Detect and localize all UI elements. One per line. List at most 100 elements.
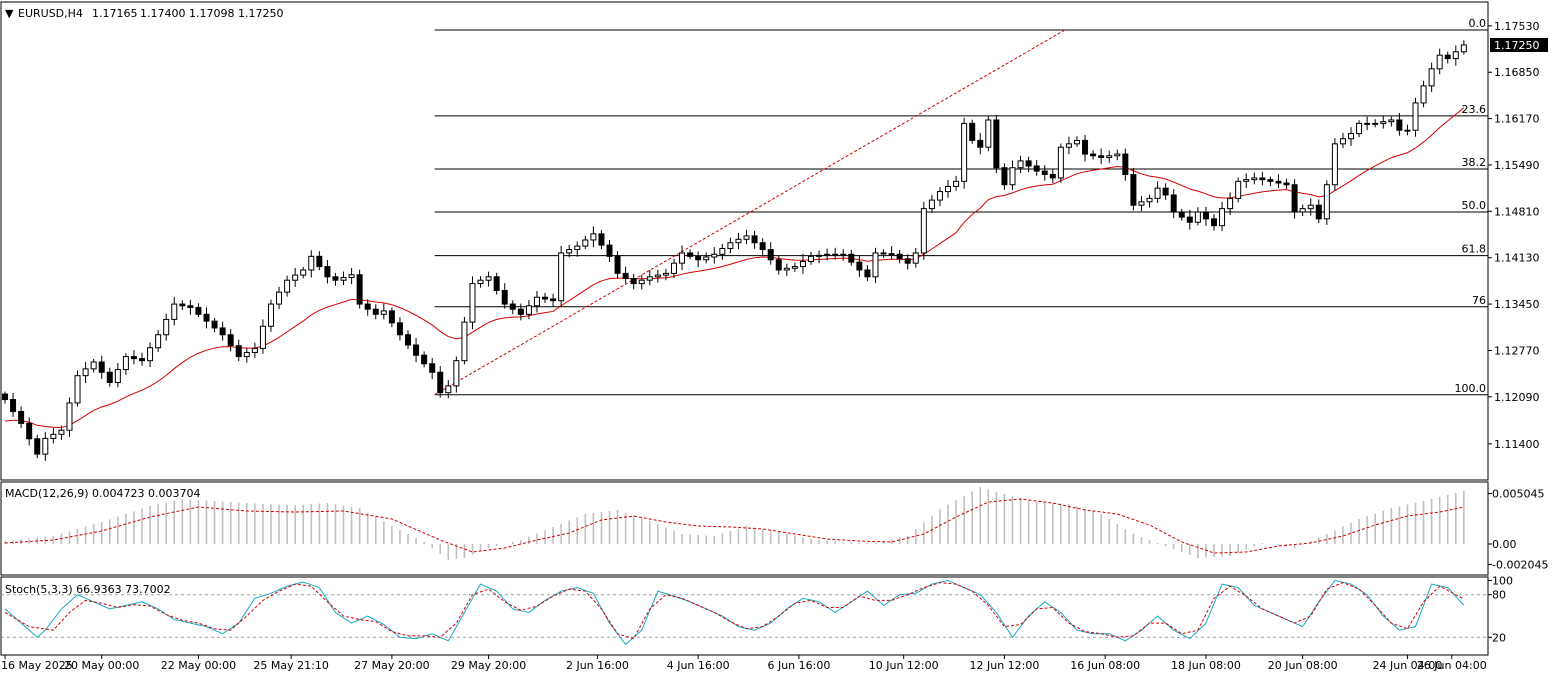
candle-body	[179, 303, 186, 307]
candle	[727, 237, 734, 254]
candle	[235, 339, 242, 362]
candle	[695, 251, 702, 268]
candle-body	[977, 139, 984, 148]
candle	[1186, 209, 1193, 230]
candle	[1307, 198, 1314, 216]
candle-body	[961, 122, 968, 182]
candle	[1202, 206, 1209, 226]
candle-body	[1404, 129, 1411, 132]
candle	[1275, 174, 1282, 189]
candle	[1146, 194, 1153, 208]
candle-body	[1219, 208, 1226, 227]
price-tick-label: 1.14810	[1494, 205, 1540, 218]
candle	[1025, 156, 1032, 173]
candle-body	[235, 345, 242, 358]
candle-body	[1364, 122, 1371, 125]
time-tick-label: 24 Jun 04:00	[1372, 659, 1442, 672]
candle-body	[1452, 51, 1459, 60]
candle	[2, 391, 8, 404]
stoch-tick-label: 100	[1492, 575, 1513, 588]
candle-body	[332, 276, 339, 281]
candle	[308, 250, 315, 278]
candle-body	[1114, 153, 1121, 157]
candle	[122, 353, 129, 375]
candle-body	[203, 313, 210, 322]
candle-body	[1138, 201, 1145, 206]
candle-body	[1049, 174, 1056, 179]
candle-body	[300, 269, 307, 276]
fib-level-label: 100.0	[1455, 382, 1487, 395]
fibonacci-retracement[interactable]: 0.0 23.6 38.2 50.0 61.8 76 100.0	[434, 17, 1488, 396]
candle	[90, 358, 97, 373]
current-price-tag: 1.17250	[1490, 37, 1548, 52]
candle	[130, 350, 137, 365]
fib-trend-line	[434, 29, 1066, 396]
moving-average	[4, 107, 1465, 429]
candle	[856, 255, 863, 277]
candle-body	[1082, 139, 1089, 155]
candle-body	[10, 399, 17, 412]
candle-body	[219, 327, 226, 336]
moving-average-line	[4, 107, 1465, 429]
candle	[1380, 115, 1387, 129]
ohlc-close: 1.17250	[238, 7, 284, 20]
candle	[1243, 173, 1250, 189]
candle	[1372, 119, 1379, 128]
collapse-arrow-icon[interactable]: ▼	[5, 7, 14, 20]
candle-body	[711, 253, 718, 258]
candle	[388, 307, 395, 328]
candle-body	[122, 356, 129, 371]
time-tick-label: 27 May 20:00	[354, 659, 429, 672]
candle	[550, 293, 557, 307]
candle-body	[1017, 160, 1024, 169]
main-panel-frame	[0, 1, 1489, 481]
candle	[936, 187, 943, 207]
candle-body	[1162, 187, 1169, 196]
candle	[10, 392, 17, 417]
candle	[743, 229, 750, 245]
candle-body	[1227, 197, 1234, 210]
time-tick-label: 20 Jun 08:00	[1268, 659, 1338, 672]
candle	[590, 226, 597, 248]
candle-body	[590, 233, 597, 241]
candle-body	[1283, 182, 1290, 186]
candle	[396, 317, 403, 341]
candle-body	[1251, 177, 1258, 181]
candle-body	[1154, 187, 1161, 199]
candle	[1428, 62, 1435, 93]
macd-signal-line	[4, 498, 1464, 554]
candle-body	[1259, 177, 1266, 181]
candle-body	[147, 347, 154, 362]
candle-body	[461, 321, 468, 362]
candle	[533, 290, 540, 313]
candle	[630, 274, 637, 290]
candle	[1114, 149, 1121, 161]
candle	[896, 250, 903, 264]
candle-body	[501, 289, 508, 305]
candle-body	[267, 303, 274, 327]
candle-body	[171, 303, 178, 320]
candle	[453, 356, 460, 393]
candle	[179, 300, 186, 311]
candle	[1122, 148, 1129, 181]
candle-body	[114, 369, 121, 383]
candle	[574, 241, 581, 257]
candle-body	[1339, 138, 1346, 145]
candle	[840, 249, 847, 261]
candle-body	[1041, 170, 1048, 176]
candle-body	[1323, 184, 1330, 220]
candle-body	[582, 239, 589, 247]
candle	[1082, 134, 1089, 162]
candle	[106, 367, 113, 387]
candle	[348, 268, 355, 285]
candle	[928, 194, 935, 213]
candle-body	[848, 253, 855, 263]
candle-body	[1065, 143, 1072, 148]
candle-body	[856, 261, 863, 271]
candle-body	[630, 278, 637, 285]
candle	[1057, 143, 1064, 183]
candle	[759, 238, 766, 255]
candle-body	[969, 122, 976, 141]
